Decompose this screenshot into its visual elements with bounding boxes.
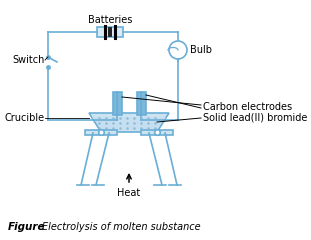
Bar	[85, 130, 117, 135]
Text: Switch: Switch	[13, 55, 45, 65]
Bar	[137, 92, 146, 115]
Text: Electrolysis of molten substance: Electrolysis of molten substance	[42, 222, 201, 232]
Polygon shape	[92, 117, 166, 130]
Bar	[141, 130, 173, 135]
Text: Solid lead(II) bromide: Solid lead(II) bromide	[203, 113, 307, 123]
Text: Carbon electrodes: Carbon electrodes	[203, 102, 292, 112]
Text: Batteries: Batteries	[88, 15, 132, 25]
Text: Heat: Heat	[117, 188, 141, 198]
Bar	[97, 27, 123, 37]
Polygon shape	[89, 113, 169, 132]
Text: Crucible: Crucible	[5, 113, 45, 123]
Bar	[113, 92, 122, 115]
Text: Figure: Figure	[8, 222, 45, 232]
Text: Bulb: Bulb	[190, 45, 212, 55]
